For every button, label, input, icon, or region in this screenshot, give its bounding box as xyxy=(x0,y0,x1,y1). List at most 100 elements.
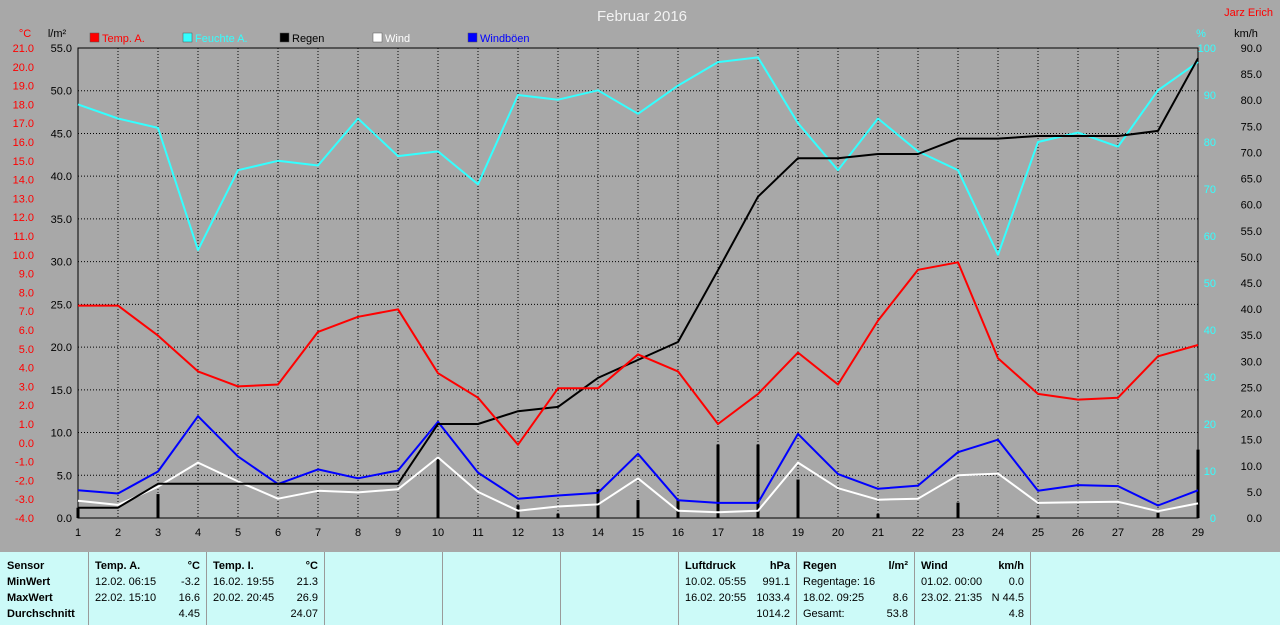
rain-tick-label: 25.0 xyxy=(51,299,72,311)
stats-empty-1 xyxy=(324,552,442,625)
legend-label: Temp. A. xyxy=(102,33,145,45)
daily-rain-bar xyxy=(956,502,960,518)
temp-a-min-value: -3.2 xyxy=(181,576,200,588)
rain-tick-label: 40.0 xyxy=(51,171,72,183)
wind-min-date: 01.02. 00:00 xyxy=(921,576,983,588)
temp-i-average: 24.07 xyxy=(290,608,318,620)
wind-tick-label: 0.0 xyxy=(1247,513,1262,525)
daily-rain-bar xyxy=(756,444,760,518)
x-tick-label: 6 xyxy=(275,527,281,539)
legend-label: Feuchte A. xyxy=(195,33,248,45)
rain-tick-label: 20.0 xyxy=(51,342,72,354)
rain-days: Regentage: 16 xyxy=(803,576,876,588)
pressure-max-value: 1033.4 xyxy=(756,592,790,604)
temp-i-max-date: 20.02. 20:45 xyxy=(213,592,275,604)
rain-tick-label: 0.0 xyxy=(57,513,72,525)
temp-tick-label: 1.0 xyxy=(19,419,34,431)
x-tick-label: 28 xyxy=(1152,527,1164,539)
humidity-tick-label: 30 xyxy=(1204,372,1216,384)
axes: 1 2 3 4 5 6 7 8 9 10 11 12 13 14 15 16 17 18 19 20 21 22 23 24 2… xyxy=(13,43,1262,539)
temp-tick-label: 14.0 xyxy=(13,175,34,187)
x-tick-label: 12 xyxy=(512,527,524,539)
x-tick-label: 14 xyxy=(592,527,604,539)
legend-label: Regen xyxy=(292,33,324,45)
temp-tick-label: 4.0 xyxy=(19,363,34,375)
stats-empty-4 xyxy=(1030,552,1280,625)
daily-rain-bar xyxy=(636,500,640,518)
wind-tick-label: 65.0 xyxy=(1241,174,1262,186)
rain-tick-label: 15.0 xyxy=(51,385,72,397)
x-tick-label: 27 xyxy=(1112,527,1124,539)
stats-pressure: Luftdruck hPa 10.02. 05:55 991.1 16.02. … xyxy=(678,552,796,625)
temp-tick-label: 20.0 xyxy=(13,62,34,74)
stats-empty-2 xyxy=(442,552,560,625)
rain-total-label: Gesamt: xyxy=(803,608,845,620)
rain-max-value: 8.6 xyxy=(892,592,908,604)
row-label-max: MaxWert xyxy=(7,592,53,604)
x-tick-label: 16 xyxy=(672,527,684,539)
humidity-tick-label: 10 xyxy=(1204,466,1216,478)
author-label: Jarz Erich xyxy=(1224,7,1273,19)
temp-a-max-date: 22.02. 15:10 xyxy=(95,592,157,604)
rain-header: Regen xyxy=(803,560,837,572)
rain-axis-unit: l/m² xyxy=(48,28,67,40)
x-tick-label: 21 xyxy=(872,527,884,539)
wind-tick-label: 10.0 xyxy=(1241,461,1262,473)
x-tick-label: 11 xyxy=(472,527,483,539)
humidity-tick-label: 50 xyxy=(1204,278,1216,290)
rain-tick-label: 5.0 xyxy=(57,470,72,482)
daily-rain-bar xyxy=(796,479,800,518)
stats-temp-a: Temp. A. °C 12.02. 06:15 -3.2 22.02. 15:… xyxy=(88,552,206,625)
humidity-tick-label: 80 xyxy=(1204,137,1216,149)
statistics-table: Sensor MinWert MaxWert Durchschnitt Temp… xyxy=(0,552,1280,625)
temp-tick-label: 3.0 xyxy=(19,381,34,393)
legend-swatch xyxy=(89,32,100,43)
humidity-tick-label: 20 xyxy=(1204,419,1216,431)
wind-header: Wind xyxy=(921,560,948,572)
pressure-min-value: 991.1 xyxy=(762,576,790,588)
temp-tick-label: 5.0 xyxy=(19,344,34,356)
temp-tick-label: 7.0 xyxy=(19,306,34,318)
x-tick-label: 15 xyxy=(632,527,644,539)
stats-rain: Regen l/m² Regentage: 16 18.02. 09:25 8.… xyxy=(796,552,914,625)
stats-temp-i: Temp. I. °C 16.02. 19:55 21.3 20.02. 20:… xyxy=(206,552,324,625)
wind-average: 4.8 xyxy=(1008,608,1024,620)
wind-max-value: N 44.5 xyxy=(991,592,1024,604)
stats-wind: Wind km/h 01.02. 00:00 0.0 23.02. 21:35 … xyxy=(914,552,1030,625)
daily-rain-bar xyxy=(156,494,160,518)
daily-rain-bar xyxy=(1196,449,1200,518)
temp-axis-unit: °C xyxy=(19,28,31,40)
pressure-header: Luftdruck xyxy=(685,560,736,572)
x-tick-label: 10 xyxy=(432,527,444,539)
humidity-tick-label: 40 xyxy=(1204,325,1216,337)
temp-tick-label: -3.0 xyxy=(15,494,34,506)
daily-rain-bar xyxy=(876,513,880,518)
x-tick-label: 4 xyxy=(195,527,201,539)
rain-tick-label: 45.0 xyxy=(51,128,72,140)
x-tick-label: 17 xyxy=(712,527,724,539)
stats-empty-3 xyxy=(560,552,678,625)
x-tick-label: 7 xyxy=(315,527,321,539)
pressure-min-date: 10.02. 05:55 xyxy=(685,576,747,588)
x-tick-label: 2 xyxy=(115,527,121,539)
x-tick-label: 1 xyxy=(75,527,81,539)
wind-tick-label: 5.0 xyxy=(1247,487,1262,499)
humidity-tick-label: 60 xyxy=(1204,231,1216,243)
wind-tick-label: 90.0 xyxy=(1241,43,1262,55)
legend-label: Windböen xyxy=(480,33,530,45)
temp-tick-label: 15.0 xyxy=(13,156,34,168)
wind-axis-unit: km/h xyxy=(1234,28,1258,40)
temp-tick-label: 19.0 xyxy=(13,81,34,93)
rain-unit: l/m² xyxy=(888,560,908,572)
series-line-temp-a xyxy=(78,261,1199,446)
stats-row-labels: Sensor MinWert MaxWert Durchschnitt xyxy=(0,552,88,625)
wind-tick-label: 80.0 xyxy=(1241,95,1262,107)
series-line-windb-en xyxy=(77,415,1199,507)
daily-rain-bar xyxy=(436,458,440,518)
temp-i-min-date: 16.02. 19:55 xyxy=(213,576,275,588)
legend-swatch xyxy=(372,32,383,43)
temp-tick-label: 0.0 xyxy=(19,438,34,450)
daily-rain-bar xyxy=(556,513,560,518)
temp-a-max-value: 16.6 xyxy=(178,592,200,604)
temp-tick-label: 2.0 xyxy=(19,400,34,412)
